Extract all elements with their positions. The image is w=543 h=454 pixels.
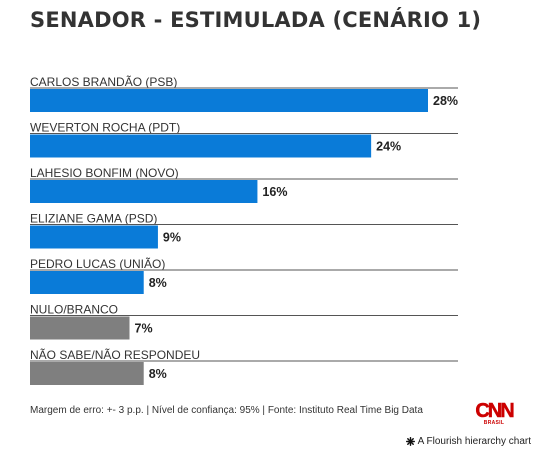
bar-category-label: LAHESIO BONFIM (NOVO) bbox=[30, 166, 179, 180]
flourish-credit-label: A Flourish hierarchy chart bbox=[417, 436, 531, 447]
bar-category-label: NULO/BRANCO bbox=[30, 303, 118, 317]
bar-category-label: NÃO SABE/NÃO RESPONDEU bbox=[30, 348, 200, 362]
bar[interactable] bbox=[30, 89, 428, 112]
cnn-logo-text: CNN bbox=[475, 400, 514, 422]
flourish-credit[interactable]: A Flourish hierarchy chart bbox=[405, 436, 531, 447]
bar-value-label: 7% bbox=[135, 322, 153, 336]
cnn-logo: CNN bbox=[475, 400, 514, 423]
chart-title: SENADOR - ESTIMULADA (CENÁRIO 1) bbox=[30, 8, 482, 32]
bar[interactable] bbox=[30, 180, 258, 203]
bar-value-label: 24% bbox=[376, 140, 401, 154]
cnn-logo-subtext: BRASIL bbox=[483, 420, 505, 426]
bar-value-label: 16% bbox=[262, 185, 287, 199]
bar-value-label: 9% bbox=[163, 231, 181, 245]
bar-value-label: 8% bbox=[149, 367, 167, 381]
source-note: Margem de erro: +- 3 p.p. | Nível de con… bbox=[30, 405, 423, 416]
bar-category-label: ELIZIANE GAMA (PSD) bbox=[30, 212, 157, 226]
bar-category-label: CARLOS BRANDÃO (PSB) bbox=[30, 75, 177, 89]
bar[interactable] bbox=[30, 362, 144, 385]
bar-value-label: 8% bbox=[149, 276, 167, 290]
bar[interactable] bbox=[30, 134, 372, 158]
bar-value-label: 28% bbox=[433, 94, 458, 108]
bar-category-label: PEDRO LUCAS (UNIÃO) bbox=[30, 257, 165, 271]
flourish-icon bbox=[405, 437, 415, 446]
bar-category-label: WEVERTON ROCHA (PDT) bbox=[30, 121, 180, 135]
bar[interactable] bbox=[30, 316, 130, 340]
bar[interactable] bbox=[30, 271, 144, 294]
bar[interactable] bbox=[30, 225, 158, 249]
bar-chart: CARLOS BRANDÃO (PSB) 28% WEVERTON ROCHA (P… bbox=[30, 75, 458, 385]
